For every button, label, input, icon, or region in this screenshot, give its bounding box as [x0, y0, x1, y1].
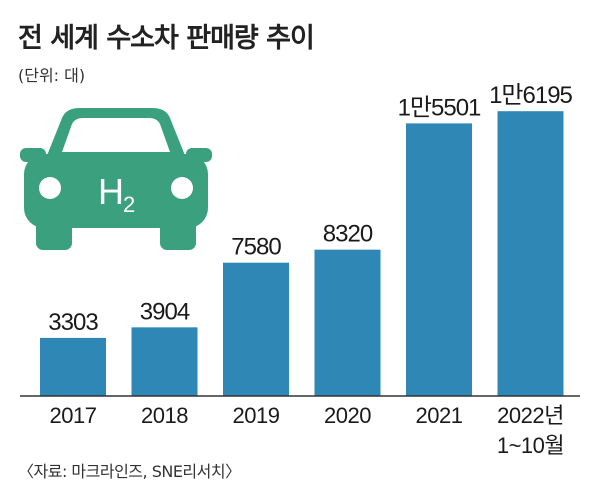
x-label-0: 2017 [50, 403, 97, 428]
bar-2 [223, 262, 289, 396]
hydrogen-car-icon: H 2 [20, 108, 212, 250]
x-label-2: 2019 [233, 403, 280, 428]
value-label-4: 1만5501 [398, 94, 481, 121]
bar-4 [406, 123, 472, 396]
car-h-label: H [98, 171, 124, 212]
x-label-3: 2020 [324, 403, 371, 428]
bar-0 [40, 337, 106, 396]
bar-3 [314, 249, 381, 396]
bars-group [40, 111, 564, 396]
x-label-5-line1: 1~10월 [497, 433, 564, 458]
value-label-0: 3303 [48, 309, 98, 336]
value-label-2: 7580 [231, 234, 281, 261]
unit-label: (단위: 대) [18, 66, 86, 85]
value-label-1: 3904 [140, 298, 190, 325]
x-label-1: 2018 [141, 403, 188, 428]
value-labels-group: 3303 3904 7580 8320 1만5501 1만6195 [48, 82, 573, 336]
value-label-3: 8320 [323, 221, 373, 248]
bar-5 [497, 111, 564, 396]
x-labels-group: 2017 2018 2019 2020 2021 2022년 1~10월 [50, 403, 565, 458]
chart-title: 전 세계 수소차 판매량 추이 [18, 23, 315, 54]
bar-1 [131, 327, 198, 396]
x-label-5: 2022년 [497, 403, 564, 428]
source-note: 〈자료: 마크라인즈, SNE리서치〉 [18, 462, 241, 481]
value-label-5: 1만6195 [489, 82, 572, 109]
x-label-4: 2021 [416, 403, 463, 428]
car-subscript-label: 2 [123, 192, 135, 217]
